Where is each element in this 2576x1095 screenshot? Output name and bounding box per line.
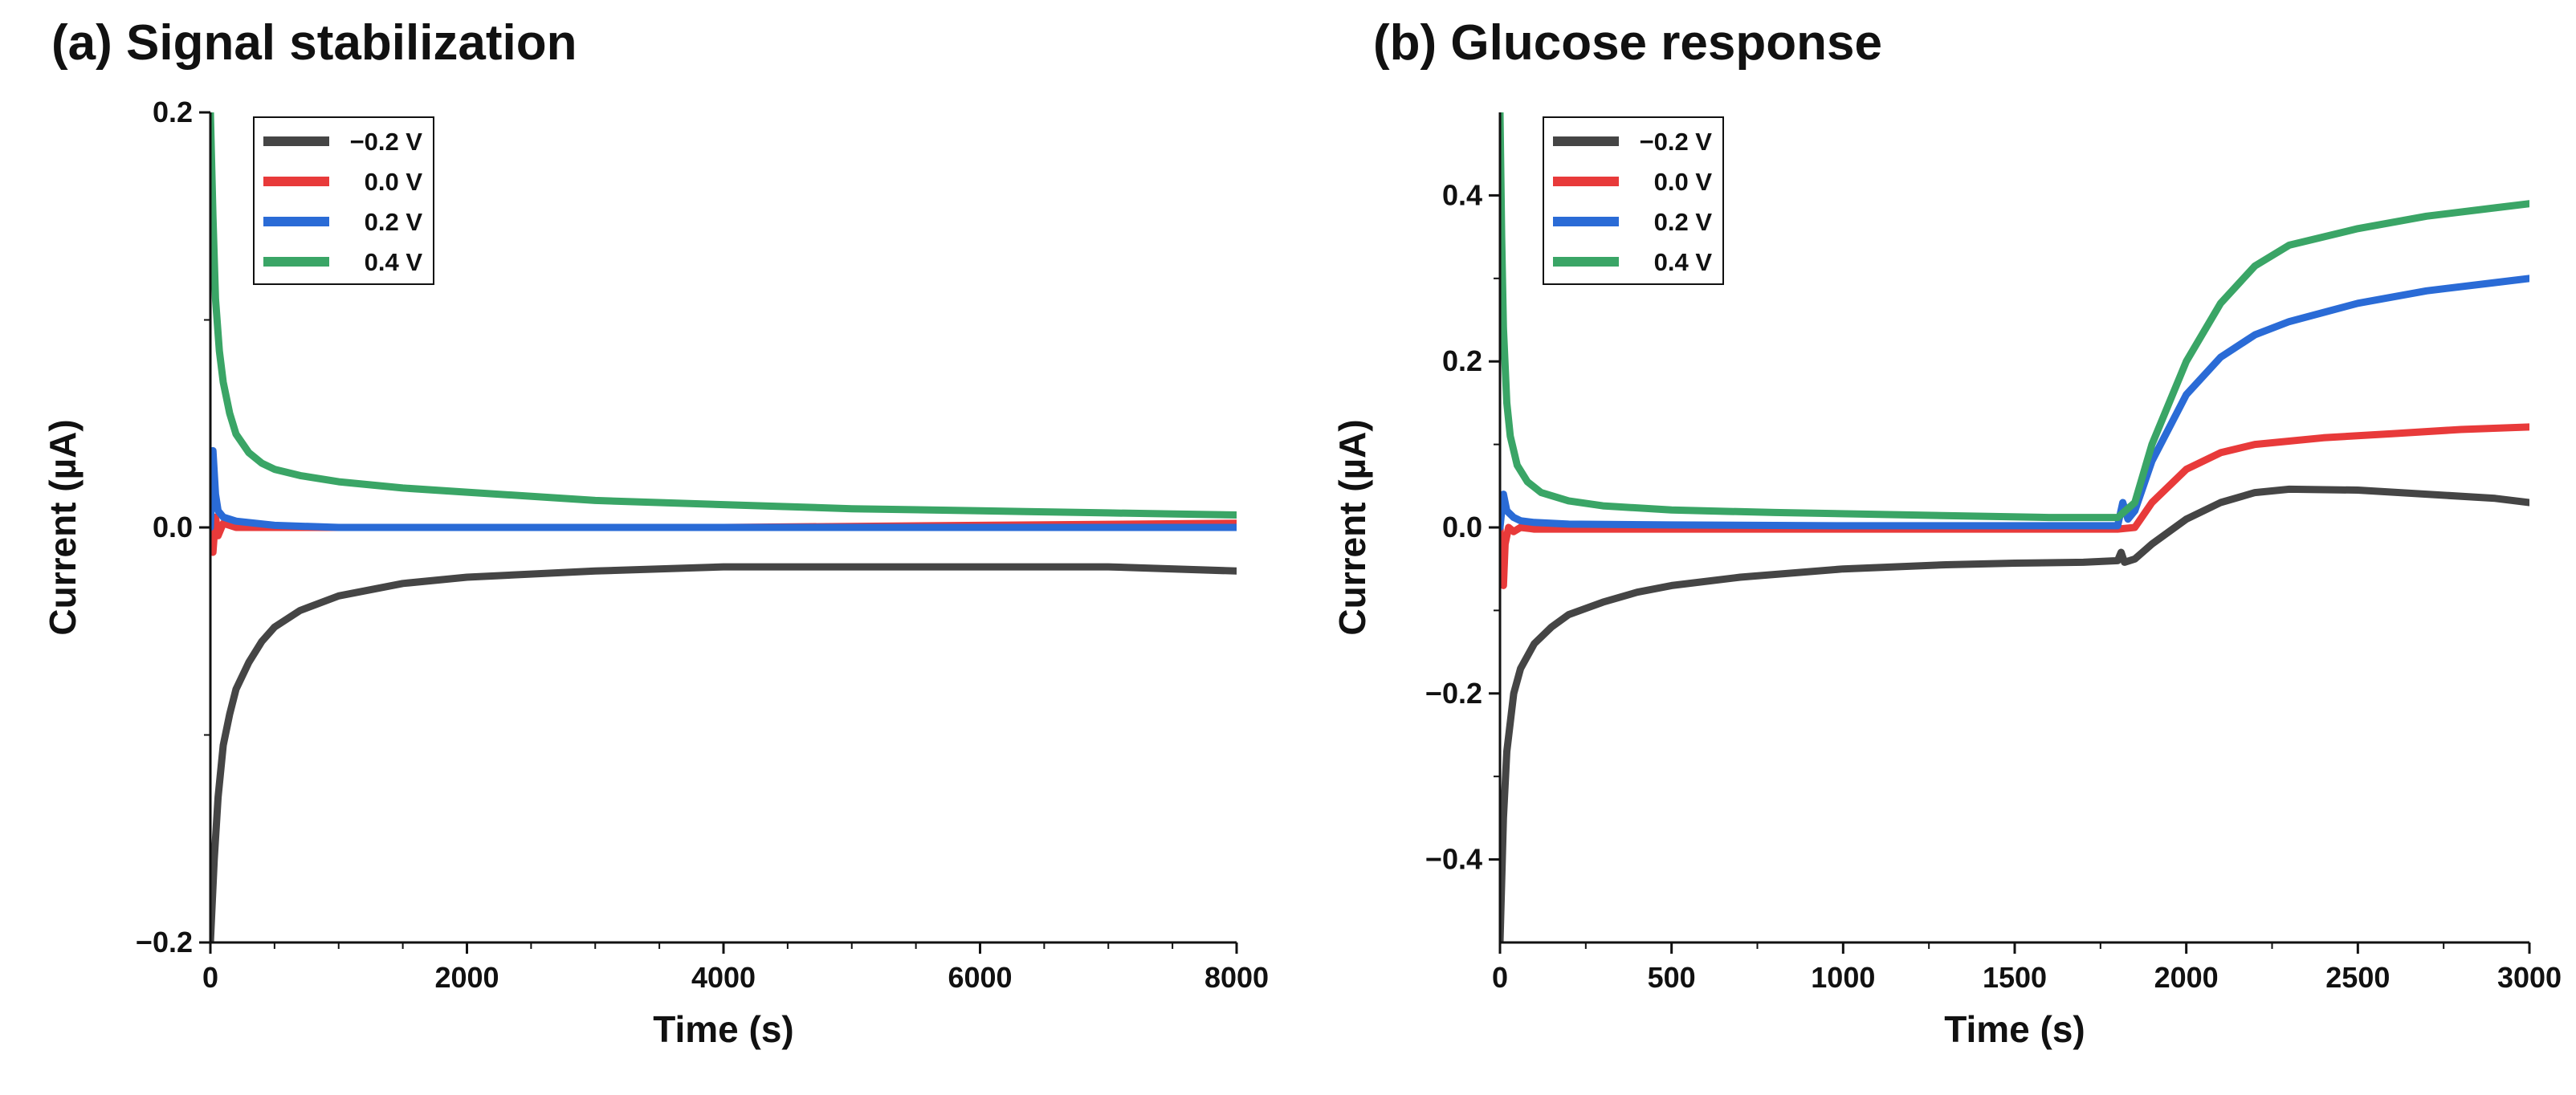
y-tick-label: 0.4 <box>1442 178 1482 211</box>
series-line-0 <box>210 563 1237 942</box>
chart-title: (a) Signal stabilization <box>51 15 577 71</box>
chart-panel-a: (a) Signal stabilization 0 2000 4000 6000 80… <box>42 15 1269 1050</box>
series-line-0 <box>1500 485 2529 942</box>
y-tick-label: 0.2 <box>1442 344 1482 377</box>
y-tick-label: −0.4 <box>1425 843 1482 876</box>
chart-a-svg: 0 2000 4000 6000 8000 −0.2 0.0 0.2 Time (s) Curre… <box>42 96 1269 1050</box>
x-tick-label: 0 <box>202 961 218 994</box>
chart-panel-b: (b) Glucose response 0 500 1000 1500 2000 250… <box>1288 0 2576 1095</box>
legend-label: 0.2 V <box>365 208 423 236</box>
series-line-3 <box>1500 112 2529 522</box>
x-tick-label: 2500 <box>2325 961 2390 994</box>
legend-label: 0.0 V <box>365 168 423 196</box>
chart-b-svg: 0 500 1000 1500 2000 2500 3000 −0.4 −0.2 0.0 0.2 0.… <box>1331 112 2562 1050</box>
series-group <box>1500 112 2529 942</box>
x-axis-title: Time (s) <box>653 1008 794 1050</box>
legend-label: 0.4 V <box>1654 248 1713 276</box>
series-line-2 <box>210 446 1237 531</box>
y-axis-title: Current (µA) <box>42 419 84 635</box>
legend-label: 0.4 V <box>365 248 423 276</box>
y-tick-label: 0.0 <box>153 511 193 543</box>
series-group <box>210 112 1237 942</box>
y-tick-label: 0.2 <box>153 96 193 128</box>
x-tick-label: 3000 <box>2497 961 2562 994</box>
x-tick-label: 4000 <box>691 961 756 994</box>
x-axis-title: Time (s) <box>1944 1008 2085 1050</box>
y-axis-title: Current (µA) <box>1331 419 1373 635</box>
legend-label: −0.2 V <box>1640 128 1713 156</box>
legend: −0.2 V 0.0 V 0.2 V 0.4 V <box>1543 116 1724 285</box>
y-tick-label: −0.2 <box>1425 677 1482 710</box>
y-tick-label: 0.0 <box>1442 511 1482 543</box>
x-tick-label: 2000 <box>434 961 499 994</box>
legend-label: 0.2 V <box>1654 208 1713 236</box>
series-line-2 <box>1500 275 2529 531</box>
series-line-3 <box>210 112 1237 519</box>
x-tick-label: 1500 <box>1983 961 2047 994</box>
x-tick-label: 6000 <box>948 961 1012 994</box>
x-tick-label: 500 <box>1648 961 1696 994</box>
series-line-1 <box>210 513 1237 556</box>
y-tick-label: −0.2 <box>136 926 193 959</box>
x-tick-label: 1000 <box>1811 961 1875 994</box>
legend-label: 0.0 V <box>1654 168 1713 196</box>
x-tick-label: 8000 <box>1204 961 1269 994</box>
legend-label: −0.2 V <box>350 128 423 156</box>
chart-title: (b) Glucose response <box>1373 15 1882 71</box>
x-tick-label: 2000 <box>2154 961 2219 994</box>
legend: −0.2 V 0.0 V 0.2 V 0.4 V <box>253 116 434 285</box>
x-tick-label: 0 <box>1492 961 1508 994</box>
legend-box <box>1543 116 1724 285</box>
